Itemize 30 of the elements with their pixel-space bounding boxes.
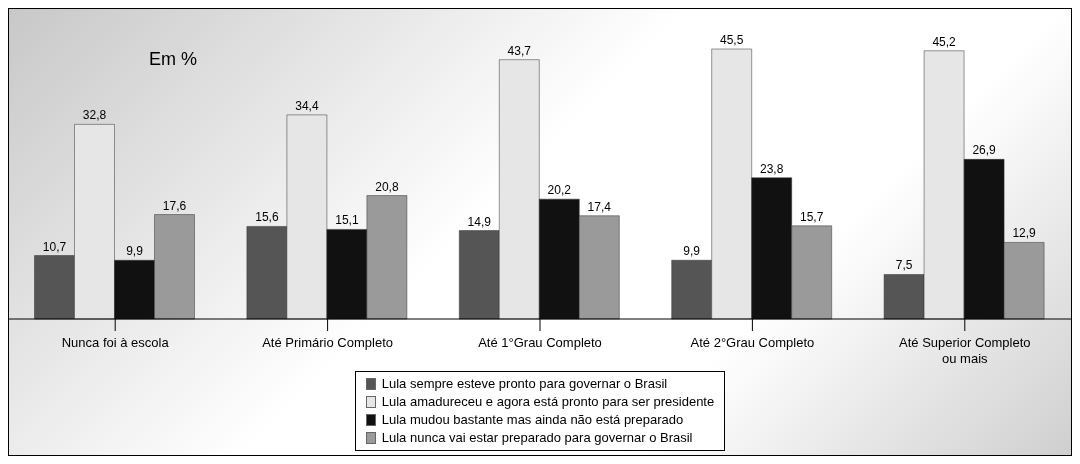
data-label: 23,8: [760, 161, 784, 176]
x-tick-label: Nunca foi à escola: [61, 335, 170, 350]
data-label: 9,9: [683, 244, 701, 259]
data-label: 17,4: [587, 199, 612, 214]
legend-label: Lula mudou bastante mas ainda não está preparado: [380, 411, 685, 429]
data-label: 10,7: [42, 239, 67, 254]
x-tick-label: Até 1°Grau Completo: [478, 335, 602, 350]
legend-label: Lula sempre esteve pronto para governar o Brasil: [380, 375, 669, 393]
data-label: 9,9: [126, 244, 144, 259]
data-label: 45,5: [720, 33, 744, 47]
data-label: 32,8: [82, 108, 107, 123]
data-label: 45,2: [932, 34, 957, 49]
data-label: 34,4: [295, 98, 319, 113]
legend-label: Lula amadureceu e agora está pronto para ser presidente: [380, 393, 715, 411]
data-label: 15,7: [800, 209, 824, 224]
data-label: 20,8: [375, 179, 399, 194]
data-label: 15,1: [335, 213, 359, 228]
data-label: 15,6: [255, 210, 279, 225]
data-label: 20,2: [547, 183, 572, 198]
x-tick-label: Até Primário Completo: [262, 335, 393, 350]
annotation: Em %: [149, 49, 198, 70]
x-tick-label: Até 2°Grau Completo: [690, 335, 815, 350]
legend-label: Lula nunca vai estar preparado para governar o Brasil: [380, 429, 694, 447]
data-label: 7,5: [895, 258, 913, 273]
data-label: 43,7: [507, 43, 532, 58]
data-label: 26,9: [972, 143, 997, 158]
x-tick-label: Até Superior Completo ou mais: [899, 335, 1031, 366]
data-label: 12,9: [1012, 226, 1037, 241]
data-label: 14,9: [467, 214, 492, 229]
data-label: 17,6: [162, 198, 187, 213]
